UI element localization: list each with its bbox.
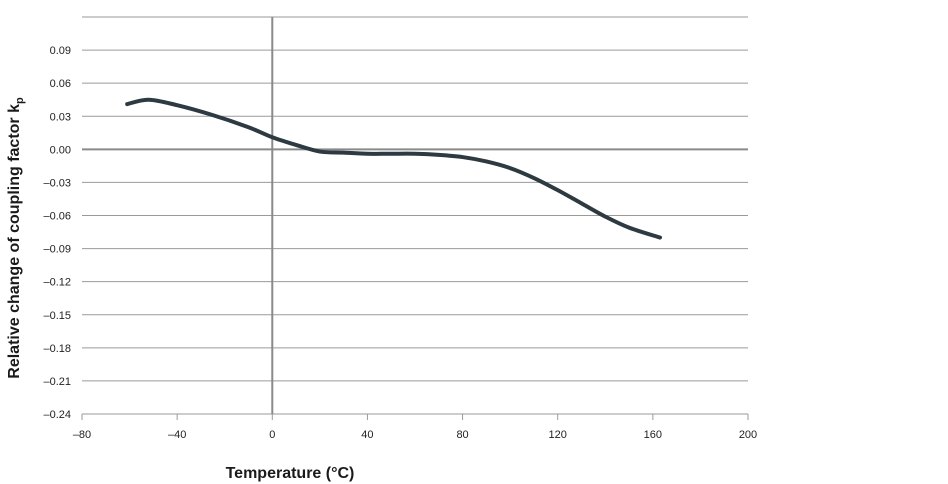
y-tick-label: –0.09 <box>43 244 71 256</box>
x-tick-label: –80 <box>73 429 91 441</box>
x-tick-label: 80 <box>456 429 468 441</box>
x-axis-ticks: –80 –40 0 40 80 120 160 200 <box>73 414 757 441</box>
y-tick-label: –0.06 <box>43 211 71 223</box>
y-axis-ticks: 0.09 0.06 0.03 0.00 –0.03 –0.06 –0.09 –0.12 –0.1… <box>43 45 71 421</box>
x-tick-label: 120 <box>549 429 567 441</box>
y-tick-label: –0.24 <box>43 409 71 421</box>
y-tick-label: 0.09 <box>50 45 71 57</box>
y-tick-label: 0.03 <box>50 111 71 123</box>
series-line <box>125 97 662 240</box>
x-tick-label: 0 <box>269 429 275 441</box>
x-tick-label: –40 <box>168 429 186 441</box>
y-axis-title-subscript: p <box>14 97 26 104</box>
x-tick-label: 160 <box>644 429 662 441</box>
y-tick-label: 0.00 <box>50 144 71 156</box>
axes <box>82 17 748 414</box>
y-tick-label: –0.15 <box>43 310 71 322</box>
grid-lines <box>82 16 748 415</box>
y-tick-label: 0.06 <box>50 78 71 90</box>
x-axis-title: Temperature (°C) <box>226 465 355 482</box>
x-tick-label: 40 <box>361 429 373 441</box>
y-tick-label: –0.12 <box>43 277 71 289</box>
y-axis-title: Relative change of coupling factor kp <box>6 97 26 379</box>
y-tick-label: –0.18 <box>43 343 71 355</box>
x-tick-label: 200 <box>739 429 757 441</box>
y-tick-label: –0.21 <box>43 376 71 388</box>
series-group <box>125 97 662 240</box>
y-axis-title-main: Relative change of coupling factor k <box>6 104 23 379</box>
y-tick-label: –0.03 <box>43 177 71 189</box>
